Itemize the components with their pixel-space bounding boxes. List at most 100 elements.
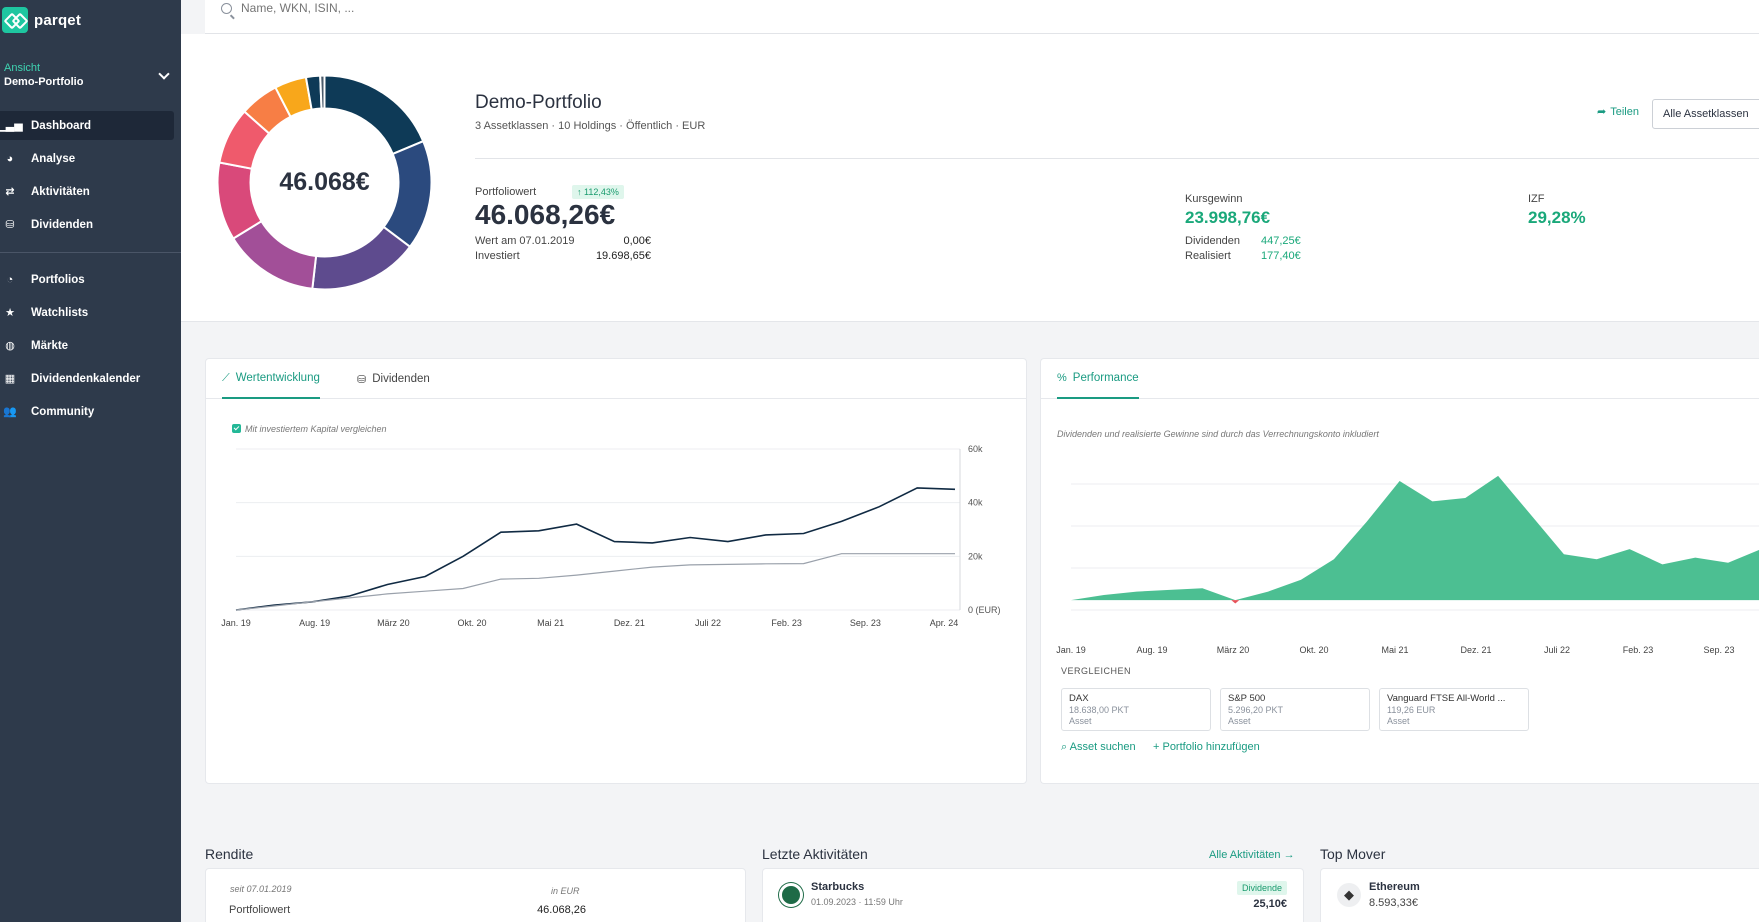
share-button[interactable]: ➦ Teilen [1597,105,1639,119]
percent-icon: % [1057,372,1067,384]
sidebar-item-aktivitäten[interactable]: ⇄ Aktivitäten [0,177,181,206]
app-logo[interactable]: parqet [0,6,81,34]
x-tick-label: Dez. 21 [614,618,645,628]
tab-performance-label: Performance [1072,372,1139,384]
compare-value: 5.296,20 PKT [1228,705,1284,715]
allocation-donut[interactable]: 46.068€ [216,74,433,291]
search-asset-link[interactable]: ⌕ Asset suchen [1061,741,1136,754]
x-tick-label: Jan. 19 [1056,645,1086,655]
activity-item[interactable]: Starbucks 01.09.2023 · 11:59 Uhr Dividen… [763,869,1303,922]
top-mover-title: Top Mover [1320,846,1386,862]
top-mover-item[interactable]: ◆ Ethereum 8.593,33€ [1321,869,1759,922]
realisiert-label: Realisiert [1185,250,1231,262]
compare-name: S&P 500 [1228,693,1266,704]
sidebar-item-community[interactable]: 👥 Community [0,397,181,426]
rendite-since: seit 07.01.2019 [230,884,292,894]
swap-icon: ⇄ [5,186,15,198]
performance-area-chart[interactable]: Jan. 19 Aug. 19 März 20 Okt. 20 Mai 21 Dez. 2… [1041,444,1759,659]
sidebar-item-watchlists[interactable]: ★ Watchlists [0,298,181,327]
compare-value: 18.638,00 PKT [1069,705,1130,715]
x-tick-label: März 20 [377,618,410,628]
donut-segment[interactable] [319,74,326,110]
x-tick-label: Okt. 20 [1299,645,1328,655]
parqet-logo-icon [2,7,28,33]
add-portfolio-link[interactable]: + Portfolio hinzufügen [1153,741,1260,753]
x-tick-label: Feb. 23 [771,618,802,628]
ethereum-icon: ◆ [1337,883,1361,907]
share-label: Teilen [1610,105,1639,118]
kursgewinn-label: Kursgewinn [1185,193,1243,205]
sidebar-item-label: Dashboard [31,119,92,132]
sidebar-item-dashboard[interactable]: ▁▃▅ Dashboard [0,111,174,140]
app-name: parqet [34,11,82,29]
line-chart-icon: ⟋ [222,371,230,384]
investiert-label: Investiert [475,250,520,262]
compare-item[interactable]: S&P 500 5.296,20 PKT Asset [1220,688,1370,731]
checkbox-icon [232,424,241,433]
compare-type: Asset [1069,716,1092,726]
izf-label: IZF [1528,193,1545,205]
rendite-card: seit 07.01.2019 in EUR Portfoliowert 46.… [205,868,746,922]
sidebar-item-analyse[interactable]: ◕ Analyse [0,144,181,173]
sidebar-item-märkte[interactable]: ◍ Märkte [0,331,181,360]
globe-icon: ◍ [5,340,15,352]
perf-hint: Dividenden und realisierte Gewinne sind … [1057,429,1379,439]
sidebar-item-label: Dividendenkalender [31,372,141,385]
izf-value: 29,28% [1528,208,1586,227]
view-selector[interactable]: Ansicht Demo-Portfolio [4,62,172,88]
compare-item[interactable]: DAX 18.638,00 PKT Asset [1061,688,1211,731]
search-asset-label: Asset suchen [1069,741,1136,753]
tab-performance[interactable]: % Performance [1057,359,1139,399]
performance-area [1071,475,1759,601]
sidebar-item-label: Dividenden [31,218,93,231]
tab-wertentwicklung[interactable]: ⟋ Wertentwicklung [222,359,320,399]
asset-class-filter[interactable]: Alle Assetklassen [1652,99,1759,129]
top-mover-value: 8.593,33€ [1369,897,1418,909]
compare-item[interactable]: Vanguard FTSE All-World ... 119,26 EUR Ass… [1379,688,1529,731]
compare-invested-toggle[interactable]: Mit investiertem Kapital vergleichen [232,424,387,434]
x-tick-label: Aug. 19 [1136,645,1167,655]
portfolio-value-line [235,487,956,611]
portfolio-icon: ◔ [6,273,14,286]
activities-card: Starbucks 01.09.2023 · 11:59 Uhr Dividen… [762,868,1304,922]
tab-dividenden-label: Dividenden [372,373,430,385]
portfolio-value: 46.068,26€ [475,199,616,230]
sidebar-item-label: Märkte [31,339,69,352]
chart-bar-icon: ▁▃▅ [0,120,23,132]
sidebar-item-label: Watchlists [31,306,89,319]
x-tick-label: Mai 21 [537,618,564,628]
activity-amount: 25,10€ [1253,898,1287,910]
rendite-row-label: Portfoliowert [229,904,291,916]
donut-chart [216,74,433,291]
activity-date: 01.09.2023 · 11:59 Uhr [811,897,903,907]
calendar-icon: ▦ [4,373,16,385]
investiert-value: 19.698,65€ [595,250,651,262]
sidebar-item-portfolios[interactable]: ◔ Portfolios [0,265,181,294]
top-mover-name: Ethereum [1369,881,1420,893]
x-tick-label: März 20 [1217,645,1250,655]
top-mover-card: ◆ Ethereum 8.593,33€ [1320,868,1759,922]
sidebar-item-label: Aktivitäten [31,185,90,198]
invested-capital-line [235,553,955,611]
sidebar-item-dividenden[interactable]: ⛁ Dividenden [0,210,181,239]
share-icon: ➦ [1597,106,1607,118]
negative-area [1231,600,1240,604]
sidebar: parqet Ansicht Demo-Portfolio ▁▃▅ Dashboa… [0,0,181,922]
search-input[interactable] [241,1,641,15]
star-icon: ★ [5,307,15,319]
coins-icon: ⛁ [357,373,367,386]
x-tick-label: Apr. 24 [930,618,959,628]
coins-icon: ⛁ [5,219,15,231]
value-line-chart[interactable]: 60k 40k 20k 0 (EUR) Jan. 19 Aug. 19 März 20 Okt… [206,439,1026,679]
search-bar [205,0,1759,34]
x-tick-label: Dez. 21 [1460,645,1491,655]
wert-am-value: 0,00€ [623,235,651,247]
tab-wertentwicklung-label: Wertentwicklung [235,372,320,384]
tab-dividenden[interactable]: ⛁ Dividenden [357,359,430,399]
sidebar-item-dividendenkalender[interactable]: ▦ Dividendenkalender [0,364,181,393]
y-tick-label: 60k [968,444,983,454]
y-tick-label: 0 (EUR) [968,605,1001,615]
search-icon: ⌕ [1061,741,1068,753]
all-activities-link[interactable]: Alle Aktivitäten → [1209,849,1295,861]
x-tick-label: Sep. 23 [850,618,881,628]
